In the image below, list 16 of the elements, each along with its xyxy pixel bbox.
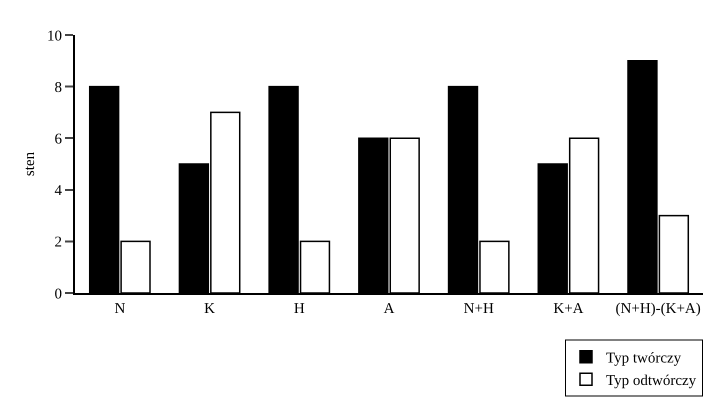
- y-axis-title: sten: [22, 151, 38, 176]
- x-tick-label: (N+H)-(K+A): [616, 301, 701, 317]
- x-tick-label: H: [294, 301, 305, 317]
- y-tick-label: 4: [54, 183, 62, 200]
- x-tick-label: A: [384, 301, 395, 317]
- x-tick-label: K: [204, 301, 216, 317]
- y-tick-label: 2: [54, 234, 62, 251]
- legend-label: Typ odtwórczy: [606, 373, 697, 390]
- y-tick-label: 0: [54, 286, 62, 302]
- x-tick-label: N: [114, 301, 126, 317]
- y-tick-label: 6: [54, 131, 62, 148]
- legend-label: Typ twórczy: [606, 350, 682, 367]
- y-tick-label: 10: [47, 28, 62, 44]
- x-tick-label: N+H: [464, 301, 494, 317]
- x-tick-label: K+A: [553, 301, 584, 317]
- y-tick-label: 8: [54, 80, 62, 96]
